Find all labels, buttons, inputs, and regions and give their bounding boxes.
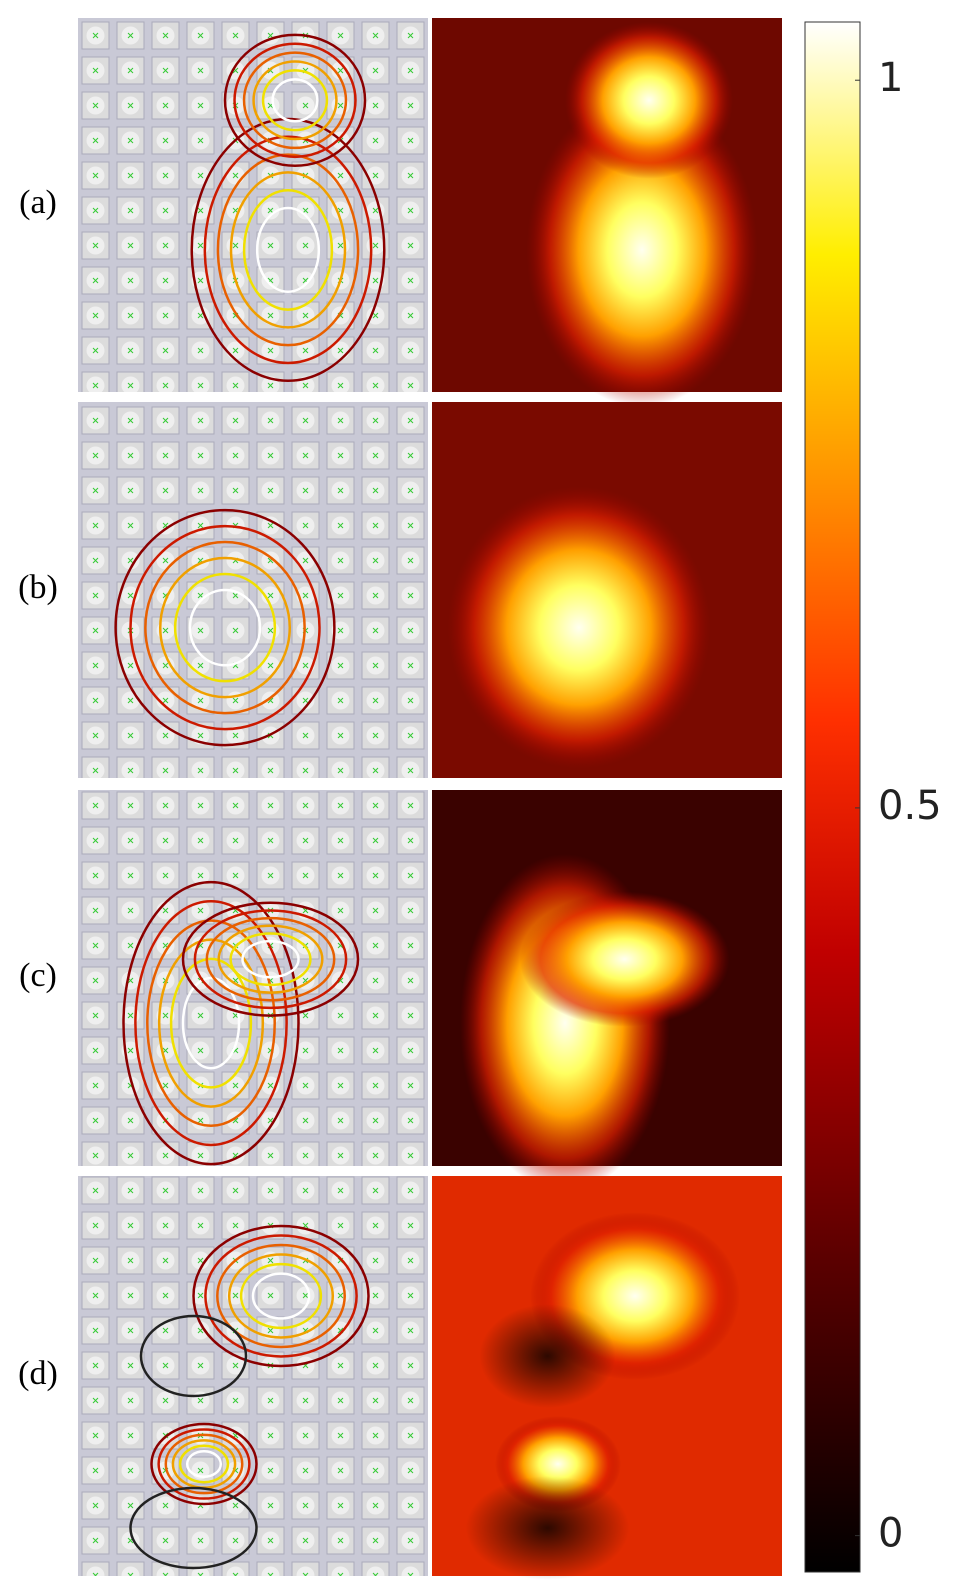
- heat-blob: [447, 486, 711, 769]
- contour: [122, 880, 300, 1166]
- contour: [204, 1234, 358, 1358]
- grid-panel: [78, 402, 428, 778]
- contour: [252, 60, 338, 141]
- contour: [181, 901, 360, 1017]
- contour: [178, 1444, 230, 1484]
- contour: [229, 932, 312, 987]
- panel-label: (d): [18, 1355, 58, 1392]
- contour: [192, 1224, 370, 1368]
- heat-blob: [519, 891, 730, 1027]
- contour: [251, 1272, 311, 1320]
- contour: [173, 572, 277, 683]
- contour: [261, 69, 329, 132]
- tick-label: 0: [878, 1511, 903, 1557]
- contour: [139, 1314, 248, 1398]
- colorbar: [804, 21, 861, 1573]
- contour: [229, 171, 347, 329]
- heat-dark: [479, 1304, 616, 1408]
- contour: [146, 919, 276, 1128]
- contour: [114, 508, 336, 747]
- contour: [134, 900, 288, 1147]
- contour: [239, 1262, 323, 1330]
- contour: [242, 188, 334, 311]
- contour: [157, 938, 265, 1108]
- contour: [216, 153, 360, 347]
- contour: [159, 556, 291, 699]
- tick-label: 0.5: [878, 783, 942, 829]
- contour: [216, 1243, 346, 1349]
- contour: [271, 78, 319, 123]
- contour: [233, 42, 357, 159]
- grid-panel: [78, 790, 428, 1166]
- contour: [217, 924, 324, 994]
- tick-label: 1: [878, 55, 903, 101]
- contour: [129, 524, 321, 731]
- heat-dark: [465, 1476, 630, 1580]
- contour: [227, 1253, 335, 1339]
- grid-panel: [78, 18, 428, 392]
- contour: [205, 916, 336, 1002]
- contour: [129, 1486, 258, 1570]
- contour: [203, 135, 373, 365]
- contour: [241, 939, 300, 979]
- contour: [150, 1422, 258, 1506]
- contour: [181, 976, 241, 1070]
- contour: [144, 540, 306, 715]
- panel-label: (a): [19, 184, 57, 221]
- contour: [169, 957, 253, 1089]
- contour: [255, 206, 321, 294]
- contour: [164, 1433, 244, 1495]
- panel-label: (b): [18, 569, 58, 606]
- contour: [157, 1428, 251, 1500]
- contour: [223, 33, 367, 167]
- heat-blob: [526, 92, 758, 407]
- contour: [185, 1449, 223, 1479]
- panel-label: (c): [19, 957, 57, 994]
- heat-blob: [565, 21, 733, 179]
- contour: [188, 588, 262, 667]
- contour: [242, 51, 348, 150]
- contour: [193, 909, 348, 1010]
